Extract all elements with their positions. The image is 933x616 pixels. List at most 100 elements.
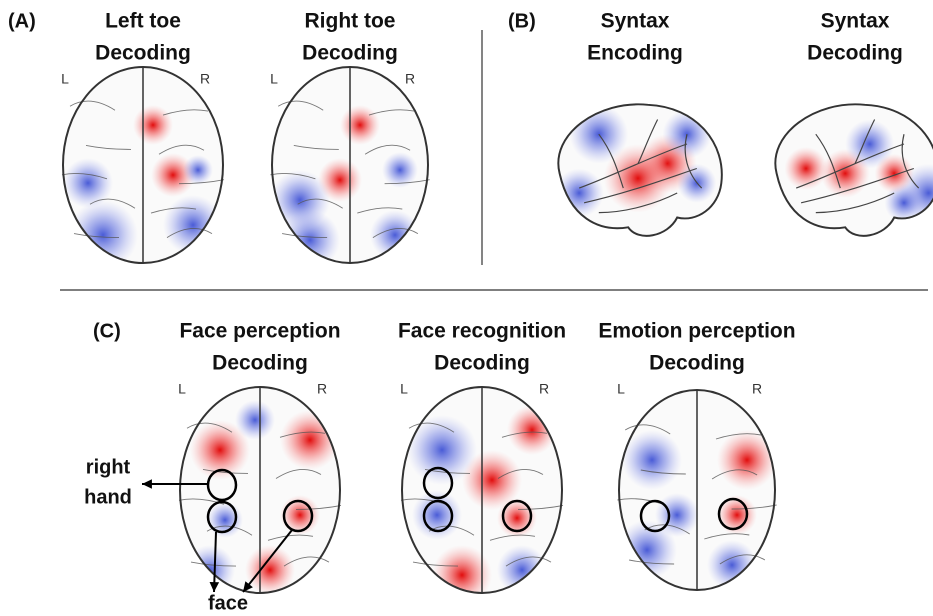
- sulcus: [583, 167, 697, 204]
- sulcus: [158, 144, 205, 155]
- sulcus: [162, 109, 209, 116]
- hemisphere-label: R: [317, 381, 327, 397]
- brain-title: Emotion perception: [598, 320, 795, 343]
- brain-axial: [617, 389, 777, 591]
- activation: [717, 495, 757, 535]
- sulcus: [640, 469, 686, 475]
- activation: [558, 168, 604, 218]
- arrow: [213, 531, 217, 593]
- sulcus: [854, 119, 876, 164]
- sulcus: [178, 179, 225, 185]
- sulcus: [206, 525, 253, 536]
- activation: [245, 545, 295, 593]
- activation: [884, 183, 924, 223]
- brain-sagittal: [774, 103, 933, 237]
- activation: [622, 430, 682, 490]
- sulcus: [270, 173, 316, 180]
- activation: [845, 119, 895, 169]
- brain-outline: [618, 389, 776, 591]
- sulcus: [69, 100, 116, 111]
- sulcus: [715, 433, 762, 440]
- sulcus: [578, 143, 688, 189]
- activation: [382, 152, 418, 188]
- activation: [68, 200, 138, 263]
- sulcus: [412, 561, 459, 567]
- brain-outline: [401, 386, 563, 594]
- sulcus: [815, 133, 841, 189]
- roi-circle: [282, 499, 314, 533]
- activation: [183, 155, 213, 185]
- activation: [507, 405, 557, 455]
- activation: [784, 146, 828, 191]
- hemisphere-label: L: [270, 71, 278, 87]
- hemisphere-label: R: [405, 71, 415, 87]
- brain-outline: [774, 103, 933, 237]
- brain-axial: [400, 386, 564, 594]
- brain-axial: [270, 66, 430, 264]
- hemisphere-label: L: [617, 381, 625, 397]
- activation: [432, 545, 492, 593]
- brain-axial: [61, 66, 225, 264]
- activation: [717, 430, 775, 490]
- sulcus: [505, 556, 552, 567]
- brain-title: Decoding: [649, 352, 745, 375]
- brain-title: Decoding: [95, 42, 191, 65]
- sulcus: [795, 143, 905, 189]
- panel-label: (C): [93, 320, 121, 342]
- sulcus: [61, 173, 108, 180]
- activation: [63, 158, 113, 208]
- sulcus: [637, 119, 659, 164]
- sulcus: [711, 469, 758, 480]
- activation: [662, 109, 712, 159]
- sulcus: [293, 144, 339, 150]
- roi-circle: [422, 499, 454, 533]
- brain-outline: [179, 386, 341, 594]
- roi-circle: [422, 466, 454, 500]
- activation: [412, 490, 462, 540]
- sulcus: [283, 556, 330, 567]
- sulcus: [190, 561, 237, 567]
- brain-title: Syntax: [601, 10, 670, 33]
- annotation: face: [208, 592, 248, 614]
- activation: [151, 153, 195, 197]
- brain-title: Face recognition: [398, 320, 566, 343]
- activation: [235, 400, 275, 440]
- roi-circle: [206, 500, 238, 534]
- sulcus: [277, 100, 324, 111]
- sulcus: [364, 144, 411, 155]
- activation: [318, 158, 362, 202]
- activation: [340, 105, 380, 145]
- sulcus: [489, 534, 536, 541]
- brain-title: Encoding: [587, 42, 683, 65]
- sulcus: [186, 422, 233, 433]
- activation: [603, 144, 673, 213]
- annotation: right: [86, 456, 131, 478]
- brain-title: Left toe: [105, 10, 181, 33]
- activation: [462, 450, 522, 510]
- activation: [163, 195, 223, 255]
- sulcus: [73, 233, 120, 239]
- brain-axial: [178, 386, 342, 594]
- hemisphere-label: R: [200, 71, 210, 87]
- hemisphere-label: L: [400, 381, 408, 397]
- brain-title: Right toe: [305, 10, 396, 33]
- roi-circle: [639, 499, 671, 533]
- sulcus: [501, 431, 548, 438]
- panel-label: (A): [8, 10, 36, 32]
- sulcus: [368, 109, 415, 116]
- brain-sagittal: [557, 103, 723, 237]
- activation: [190, 420, 250, 480]
- arrow-head: [209, 581, 220, 592]
- sulcus: [89, 198, 136, 209]
- brain-outline: [62, 66, 224, 264]
- sulcus: [617, 498, 663, 505]
- brain-outline: [557, 103, 723, 237]
- sulcus: [166, 228, 213, 238]
- sulcus: [400, 498, 447, 505]
- brain-title: Decoding: [807, 42, 903, 65]
- sulcus: [901, 134, 920, 189]
- sulcus: [497, 469, 544, 479]
- sulcus: [202, 468, 249, 474]
- sulcus: [279, 431, 326, 438]
- sulcus: [150, 207, 197, 214]
